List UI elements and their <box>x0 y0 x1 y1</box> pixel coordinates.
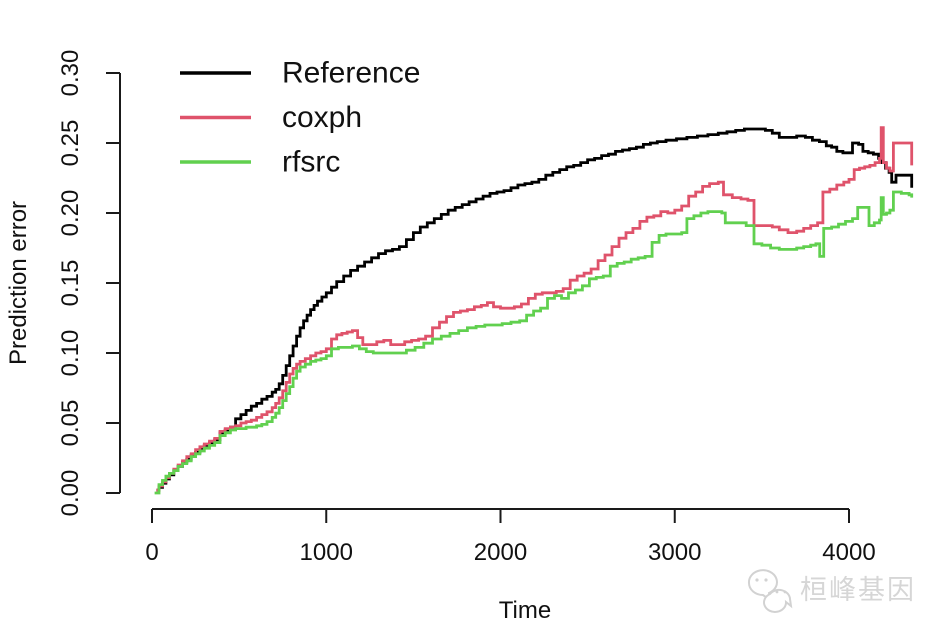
series-curves <box>154 126 914 495</box>
y-tick-label: 0.00 <box>57 470 84 517</box>
legend: Reference coxph rfsrc <box>180 57 420 179</box>
x-tick-labels: 0 1000 2000 3000 4000 <box>145 539 875 566</box>
x-tick-label: 2000 <box>474 539 527 566</box>
x-tick-label: 1000 <box>300 539 353 566</box>
x-axis-title: Time <box>499 597 551 624</box>
x-tick-label: 0 <box>145 539 158 566</box>
series-reference-line <box>156 127 914 492</box>
axes <box>106 72 850 523</box>
x-tick-label: 4000 <box>822 539 875 566</box>
y-tick-label: 0.05 <box>57 400 84 447</box>
y-tick-label: 0.10 <box>57 330 84 377</box>
y-tick-label: 0.30 <box>57 50 84 97</box>
legend-label-coxph: coxph <box>282 101 362 134</box>
series-coxph-line <box>156 126 914 492</box>
legend-label-reference: Reference <box>282 57 420 90</box>
y-tick-labels: 0.00 0.05 0.10 0.15 0.20 0.25 0.30 <box>57 50 84 517</box>
x-tick-label: 3000 <box>648 539 701 566</box>
watermark-text: 桓峰基因 <box>800 575 916 605</box>
y-tick-label: 0.25 <box>57 120 84 167</box>
series-rfsrc-line <box>154 190 914 495</box>
wechat-bubbles-icon <box>747 569 793 613</box>
legend-label-rfsrc: rfsrc <box>282 146 340 179</box>
y-tick-label: 0.15 <box>57 260 84 307</box>
y-axis-title: Prediction error <box>5 201 32 365</box>
y-tick-label: 0.20 <box>57 190 84 237</box>
watermark: 桓峰基因 <box>747 569 916 613</box>
